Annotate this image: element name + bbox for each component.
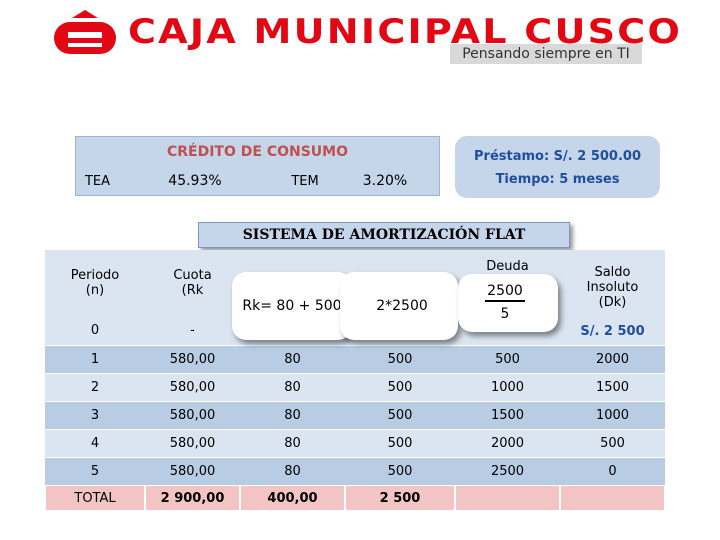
fraction-denominator: 5 <box>500 306 510 322</box>
header-balance-line: Insoluto <box>586 279 639 295</box>
tem: 3.20% <box>362 173 408 189</box>
cell: 500 <box>455 345 560 373</box>
row0-period: 0 <box>90 322 100 338</box>
cell: 4 <box>45 429 145 457</box>
cell: 80 <box>240 401 345 429</box>
tea: 45.93% <box>168 173 222 189</box>
callout-quota <box>232 272 352 340</box>
header-balance-line: (Dk) <box>598 294 627 310</box>
total-cell <box>455 485 560 511</box>
total-cell: 400,00 <box>240 485 345 511</box>
cell: 500 <box>345 373 455 401</box>
cell: 2000 <box>455 429 560 457</box>
cell: 1500 <box>455 401 560 429</box>
total-cell <box>560 485 665 511</box>
callout-interest-text: 2*2500 <box>376 298 428 314</box>
header-period-line: (n) <box>85 282 105 298</box>
callout-interest <box>340 272 458 340</box>
cell: 1500 <box>560 373 665 401</box>
header-period: Periodo (n) <box>45 250 145 315</box>
cell: 80 <box>240 345 345 373</box>
cell: 5 <box>45 457 145 485</box>
cell: 1000 <box>455 373 560 401</box>
cell: 500 <box>345 457 455 485</box>
cell: 2 <box>45 373 145 401</box>
loan-box <box>455 136 660 198</box>
header-balance: Saldo Insoluto (Dk) <box>560 252 665 322</box>
credit-box <box>75 136 440 196</box>
callout-quota-text: Rk= 80 + 500 <box>242 298 342 314</box>
row0-balance: S/. 2 500 <box>580 324 645 339</box>
cell: 500 <box>345 401 455 429</box>
cell: 580,00 <box>145 373 240 401</box>
cell: 1 <box>45 345 145 373</box>
table-title: SISTEMA DE AMORTIZACIÓN FLAT <box>198 222 570 248</box>
cell: 500 <box>345 429 455 457</box>
cell: 0 <box>560 457 665 485</box>
logo-icon <box>54 10 116 54</box>
cell: 500 <box>345 345 455 373</box>
loan-term: Tiempo: 5 meses <box>495 171 620 187</box>
tagline: Pensando siempre en TI <box>450 44 642 64</box>
cell: 580,00 <box>145 345 240 373</box>
header-quota-line: (Rk <box>181 282 204 298</box>
cell: 1000 <box>560 401 665 429</box>
cell: 580,00 <box>145 401 240 429</box>
cell: 580,00 <box>145 429 240 457</box>
cell: 2000 <box>560 345 665 373</box>
header-debt: Deuda <box>486 258 529 274</box>
fraction-numerator: 2500 <box>485 282 525 302</box>
header-period-line: Periodo <box>70 267 120 283</box>
row0-quota: - <box>190 322 195 338</box>
credit-title: CRÉDITO DE CONSUMO <box>166 144 348 160</box>
cell: 580,00 <box>145 457 240 485</box>
header-quota-line: Cuota <box>173 267 212 283</box>
header-quota: Cuota (Rk <box>145 250 240 315</box>
loan-amount: Préstamo: S/. 2 500.00 <box>474 148 641 164</box>
callout-fraction <box>458 274 558 332</box>
cell: 80 <box>240 429 345 457</box>
cell: 80 <box>240 373 345 401</box>
total-cell: TOTAL <box>45 485 145 511</box>
cell: 3 <box>45 401 145 429</box>
cell: 80 <box>240 457 345 485</box>
cell: 500 <box>560 429 665 457</box>
cell: 2500 <box>455 457 560 485</box>
header-balance-line: Saldo <box>594 264 631 280</box>
total-cell: 2 900,00 <box>145 485 240 511</box>
tea-label: TEA <box>84 173 111 189</box>
total-cell: 2 500 <box>345 485 455 511</box>
tem-label: TEM <box>291 173 319 189</box>
